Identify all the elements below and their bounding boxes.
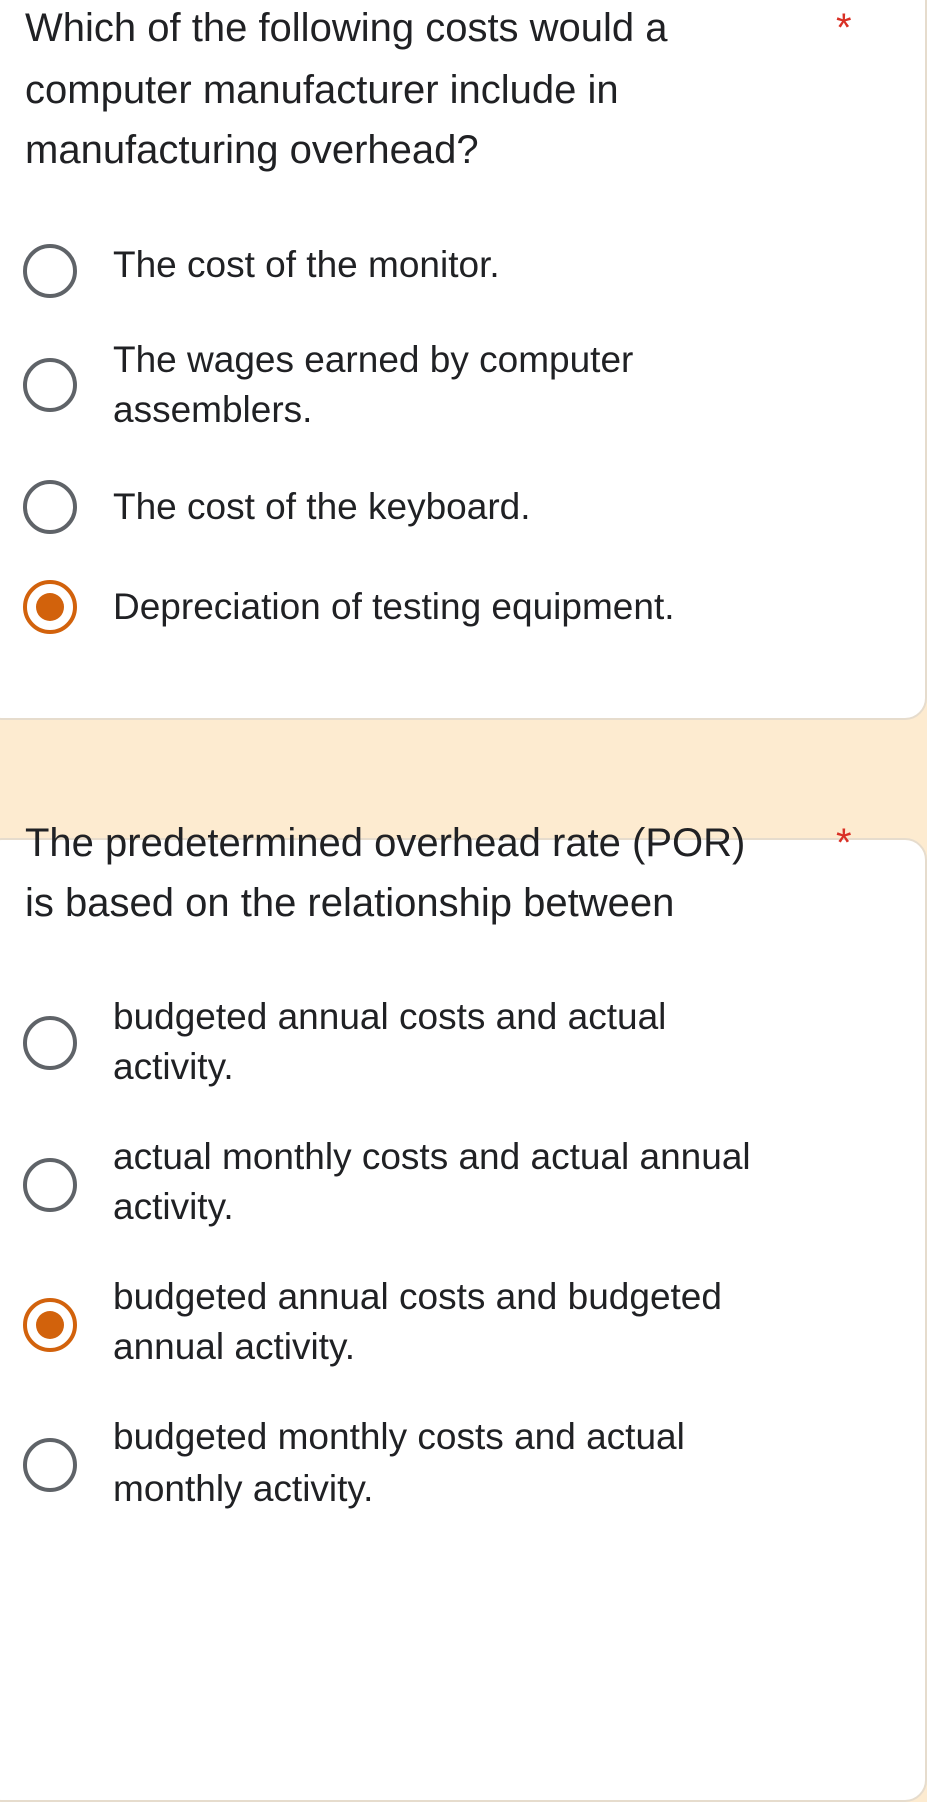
radio-q2-option-4[interactable]	[23, 1438, 77, 1492]
radio-q2-option-1[interactable]	[23, 1016, 77, 1070]
q2-option-2-label-line-1[interactable]: actual monthly costs and actual annual	[113, 1136, 751, 1177]
question-2-title-line-1: The predetermined overhead rate (POR)	[25, 821, 746, 865]
q1-option-2-label-line-1[interactable]: The wages earned by computer	[113, 339, 634, 380]
q2-option-4-label-line-2[interactable]: monthly activity.	[113, 1468, 374, 1509]
q1-option-4-label[interactable]: Depreciation of testing equipment.	[113, 586, 675, 627]
q2-option-2-label-line-2[interactable]: activity.	[113, 1186, 234, 1227]
radio-q1-option-2[interactable]	[23, 358, 77, 412]
radio-q1-option-3[interactable]	[23, 480, 77, 534]
required-asterisk: *	[836, 6, 852, 50]
question-card-1	[0, 0, 927, 720]
question-1-title-line-1: Which of the following costs would a	[25, 6, 668, 50]
q2-option-1-label-line-1[interactable]: budgeted annual costs and actual	[113, 996, 667, 1037]
required-asterisk: *	[836, 821, 852, 865]
radio-q2-option-3-selected[interactable]	[23, 1298, 77, 1352]
question-card-2	[0, 838, 927, 1802]
q1-option-2-label-line-2[interactable]: assemblers.	[113, 389, 313, 430]
radio-q2-option-2[interactable]	[23, 1158, 77, 1212]
question-2-title-line-2: is based on the relationship between	[25, 881, 675, 925]
q1-option-1-label[interactable]: The cost of the monitor.	[113, 244, 500, 285]
radio-q1-option-4-selected[interactable]	[23, 580, 77, 634]
question-1-title-line-3: manufacturing overhead?	[25, 128, 479, 172]
q2-option-3-label-line-2[interactable]: annual activity.	[113, 1326, 355, 1367]
q2-option-3-label-line-1[interactable]: budgeted annual costs and budgeted	[113, 1276, 722, 1317]
q2-option-1-label-line-2[interactable]: activity.	[113, 1046, 234, 1087]
question-1-title-line-2: computer manufacturer include in	[25, 68, 619, 112]
q1-option-3-label[interactable]: The cost of the keyboard.	[113, 486, 531, 527]
radio-q1-option-1[interactable]	[23, 244, 77, 298]
q2-option-4-label-line-1[interactable]: budgeted monthly costs and actual	[113, 1416, 685, 1457]
